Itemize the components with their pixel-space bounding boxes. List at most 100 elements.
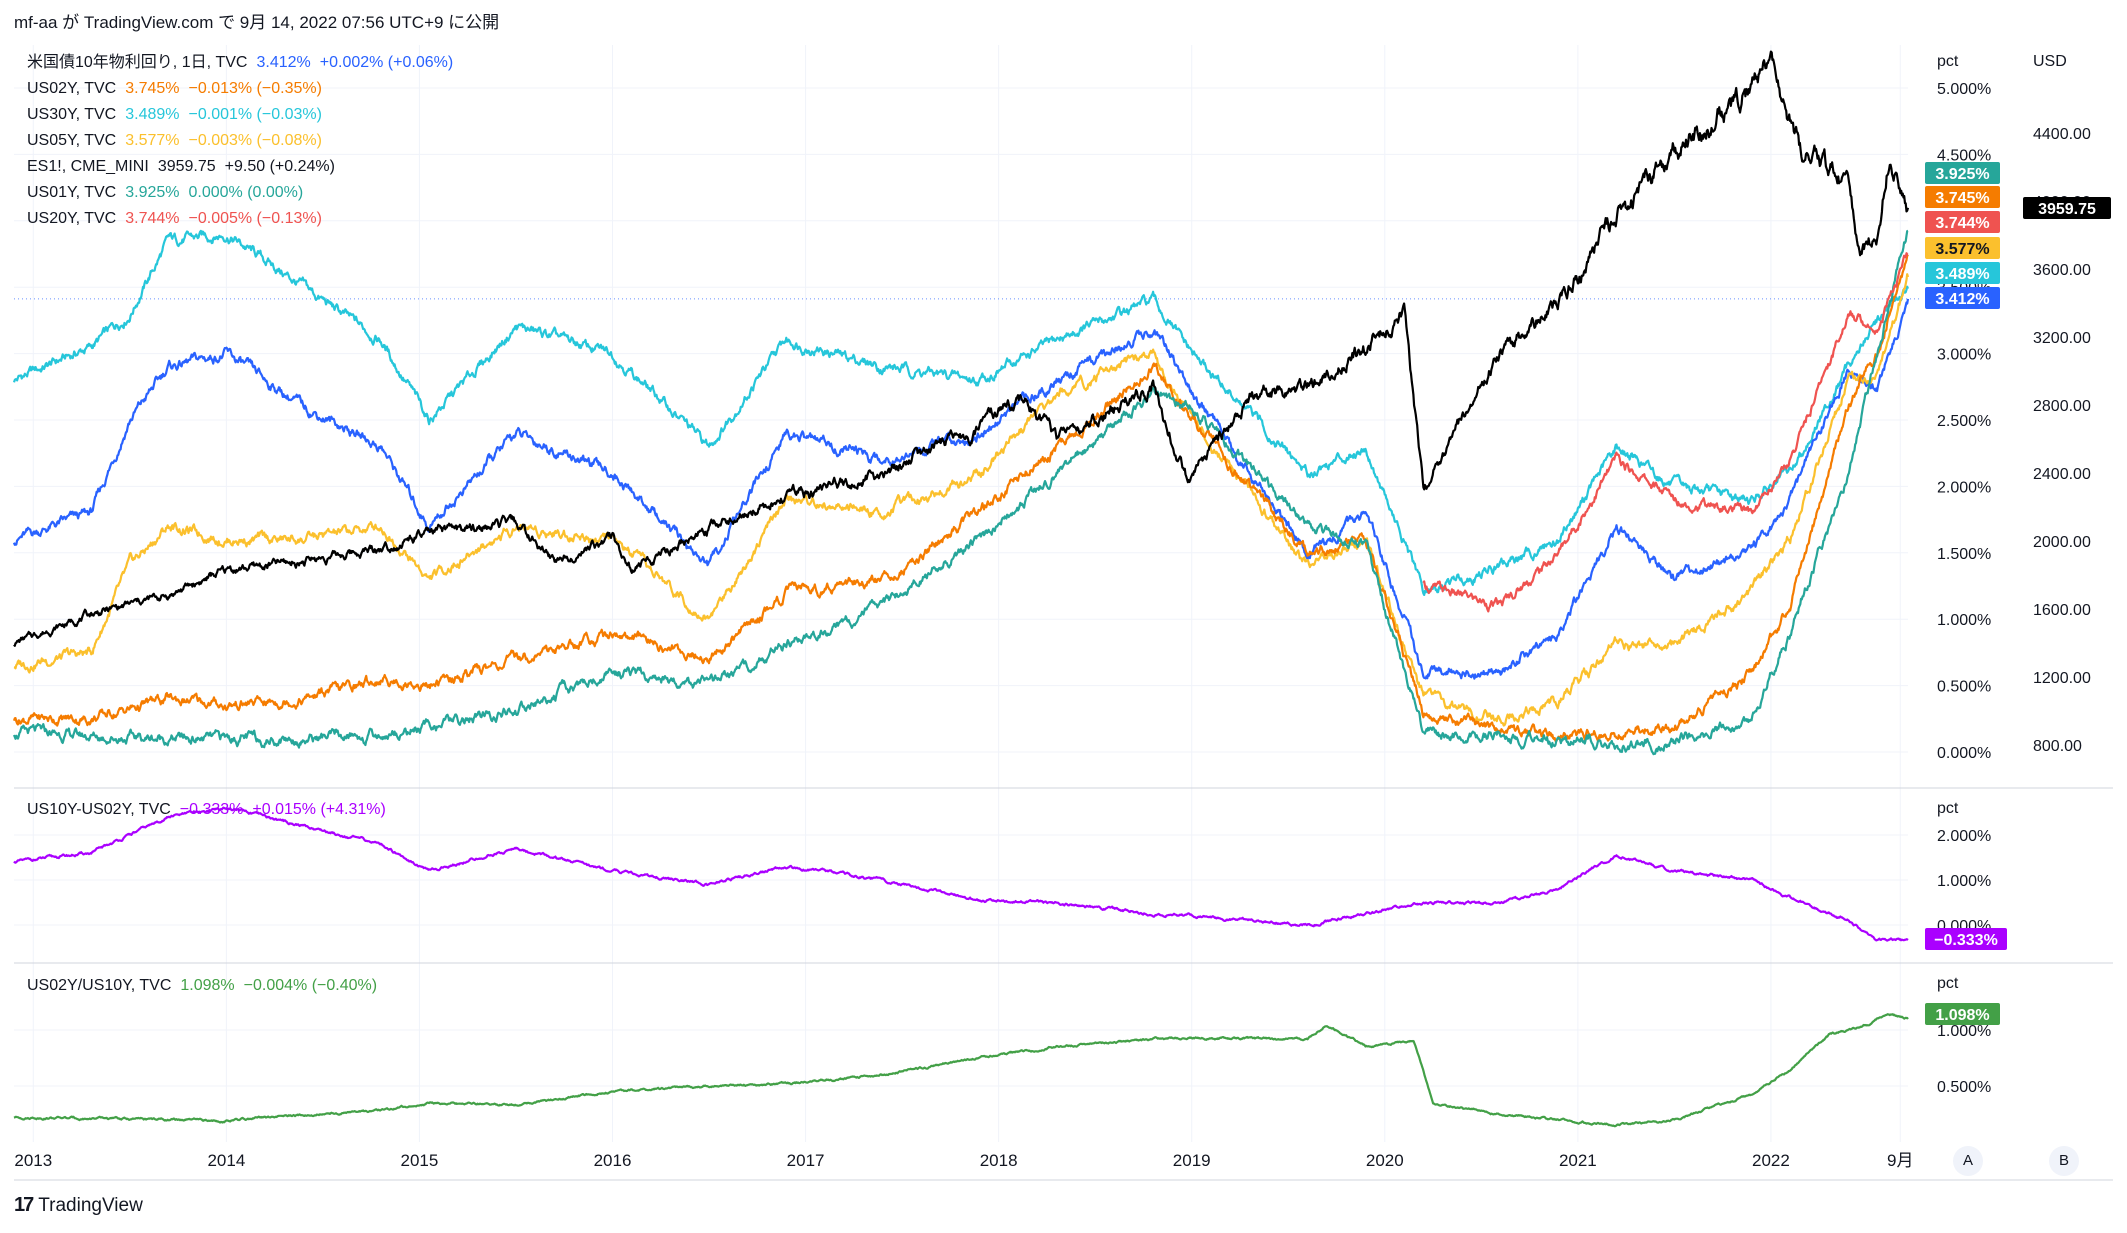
legend-spread: US10Y-US02Y, TVC −0.333% +0.015% (+4.31%)	[27, 797, 395, 823]
legend-series-name: US30Y, TVC	[27, 106, 117, 123]
auto-scale-button[interactable]: A	[1953, 1146, 1983, 1176]
x-tick-label: 2016	[594, 1151, 632, 1170]
last-value-tag-bg	[1925, 262, 2000, 284]
legend-row[interactable]: US01Y, TVC 3.925% 0.000% (0.00%)	[27, 180, 462, 206]
last-value-tag-bg	[1925, 237, 2000, 259]
footer-brand[interactable]: TradingView	[38, 1194, 143, 1216]
x-tick-label: 2017	[787, 1151, 825, 1170]
y-tick-label: 4.500%	[1937, 147, 1991, 164]
main-series-layer	[12, 50, 1910, 756]
header-title: mf-aa が TradingView.com で 9月 14, 2022 07…	[14, 13, 500, 32]
last-value-tag-bg	[1925, 186, 2000, 208]
x-tick-label: 2015	[401, 1151, 439, 1170]
series-line-us01y	[12, 229, 1909, 756]
legend-series-name: 米国債10年物利回り, 1日, TVC	[27, 54, 248, 71]
scale-b-button[interactable]: B	[2049, 1146, 2079, 1176]
legend-series-name: US20Y, TVC	[27, 210, 117, 227]
legend-ratio-value: 1.098%	[180, 977, 235, 994]
x-tick-label: 9月	[1887, 1151, 1913, 1170]
series-line-es1-	[13, 50, 1910, 647]
y-tick-label: 0.500%	[1937, 1079, 1991, 1096]
legend-row[interactable]: US02Y, TVC 3.745% −0.013% (−0.35%)	[27, 76, 462, 102]
last-value-tag: 3.577%	[1935, 241, 1989, 258]
spread-series-layer	[13, 806, 1909, 942]
legend-series-change: −0.005% (−0.13%)	[188, 210, 322, 227]
legend-row[interactable]: ES1!, CME_MINI 3959.75 +9.50 (+0.24%)	[27, 154, 462, 180]
axis-unit-label: pct	[1937, 53, 1959, 70]
legend-spread-name: US10Y-US02Y, TVC	[27, 801, 171, 818]
time-axis: 2013 2014 2015 2016 2017 2018 2019 2020 2021 2022…	[14, 1151, 1913, 1170]
legend-main: 米国債10年物利回り, 1日, TVC 3.412% +0.002% (+0.06%…	[27, 50, 462, 232]
usd-tick-label: 2000.00	[2033, 534, 2091, 551]
usd-tick-label: 1600.00	[2033, 602, 2091, 619]
last-value-tag-bg	[1925, 928, 2007, 950]
series-line-us05y	[13, 273, 1910, 727]
legend-spread-change: +0.015% (+4.31%)	[252, 801, 386, 818]
legend-series-value: 3959.75	[157, 158, 216, 175]
series-line-us20y	[1422, 252, 1909, 613]
legend-series-value: 3.744%	[125, 210, 180, 227]
last-value-tag: 3.925%	[1935, 166, 1989, 183]
y-tick-label: 0.500%	[1937, 679, 1991, 696]
last-value-tag: 3.489%	[1935, 266, 1989, 283]
legend-spread-value: −0.333%	[179, 801, 244, 818]
usd-tick-label: 1200.00	[2033, 670, 2091, 687]
legend-series-change: +0.002% (+0.06%)	[319, 54, 454, 71]
x-tick-label: 2013	[14, 1151, 52, 1170]
legend-ratio-name: US02Y/US10Y, TVC	[27, 977, 172, 994]
last-value-tag: 3959.75	[2038, 201, 2096, 218]
y-tick-label: 1.000%	[1937, 612, 1991, 629]
usd-tick-label: 800.00	[2033, 738, 2082, 755]
legend-ratio: US02Y/US10Y, TVC 1.098% −0.004% (−0.40%)	[27, 973, 386, 999]
footer: 17 TradingView	[14, 1194, 143, 1217]
legend-series-name: ES1!, CME_MINI	[27, 158, 149, 175]
legend-series-change: −0.013% (−0.35%)	[188, 80, 322, 97]
last-value-tags: 3.925% 3.745% 3.744% 3.577% 3.489% 3.412% 3959…	[1925, 162, 2111, 1025]
legend-row[interactable]: US20Y, TVC 3.744% −0.005% (−0.13%)	[27, 206, 462, 232]
legend-series-name: US01Y, TVC	[27, 184, 117, 201]
y-tick-label: 3.000%	[1937, 347, 1991, 364]
x-tick-label: 2018	[980, 1151, 1018, 1170]
y-tick-label: 1.000%	[1937, 873, 1991, 890]
last-value-tag-bg	[1925, 287, 2000, 309]
usd-tick-label: 4400.00	[2033, 126, 2091, 143]
pct-axis-ratio: pct 0.500% 1.000%	[1937, 975, 1991, 1096]
legend-row[interactable]: 米国債10年物利回り, 1日, TVC 3.412% +0.002% (+0.06%…	[27, 50, 462, 76]
usd-tick-label: 2400.00	[2033, 466, 2091, 483]
series-line-us10y-us02y	[13, 806, 1909, 942]
last-value-tag-bg	[2023, 197, 2111, 219]
legend-series-value: 3.412%	[256, 54, 311, 71]
legend-series-change: +9.50 (+0.24%)	[224, 158, 335, 175]
pct-axis-main: pct 0.000% 0.500% 1.000% 1.500% 2.000% 2.500% 3…	[1937, 53, 1991, 762]
legend-series-name: US05Y, TVC	[27, 132, 117, 149]
legend-row[interactable]: US05Y, TVC 3.577% −0.003% (−0.08%)	[27, 128, 462, 154]
legend-series-change: 0.000% (0.00%)	[188, 184, 304, 201]
last-value-tag: 3.745%	[1935, 190, 1989, 207]
axis-unit-label: USD	[2033, 53, 2067, 70]
legend-row[interactable]: US30Y, TVC 3.489% −0.001% (−0.03%)	[27, 102, 462, 128]
last-value-tag-bg	[1925, 162, 2000, 184]
axis-unit-label: pct	[1937, 800, 1959, 817]
legend-series-value: 3.577%	[125, 132, 180, 149]
legend-series-value: 3.745%	[125, 80, 180, 97]
last-value-tag-bg	[1925, 1003, 2000, 1025]
usd-tick-label: 2800.00	[2033, 398, 2091, 415]
series-line-us02y	[12, 254, 1909, 743]
y-tick-label: 2.000%	[1937, 828, 1991, 845]
x-tick-label: 2022	[1752, 1151, 1790, 1170]
legend-series-name: US02Y, TVC	[27, 80, 117, 97]
last-value-tag-bg	[1925, 211, 2000, 233]
pane-borders	[14, 787, 2113, 1181]
series-line-us30y	[12, 229, 1910, 596]
series-line-us10y	[12, 298, 1910, 680]
last-value-tag: 3.744%	[1935, 215, 1989, 232]
x-tick-label: 2019	[1173, 1151, 1211, 1170]
y-tick-label: 5.000%	[1937, 81, 1991, 98]
usd-tick-label: 3200.00	[2033, 330, 2091, 347]
legend-ratio-change: −0.004% (−0.40%)	[243, 977, 378, 994]
y-tick-label: 2.000%	[1937, 479, 1991, 496]
tradingview-logo-icon: 17	[14, 1194, 34, 1216]
legend-series-value: 3.489%	[125, 106, 180, 123]
